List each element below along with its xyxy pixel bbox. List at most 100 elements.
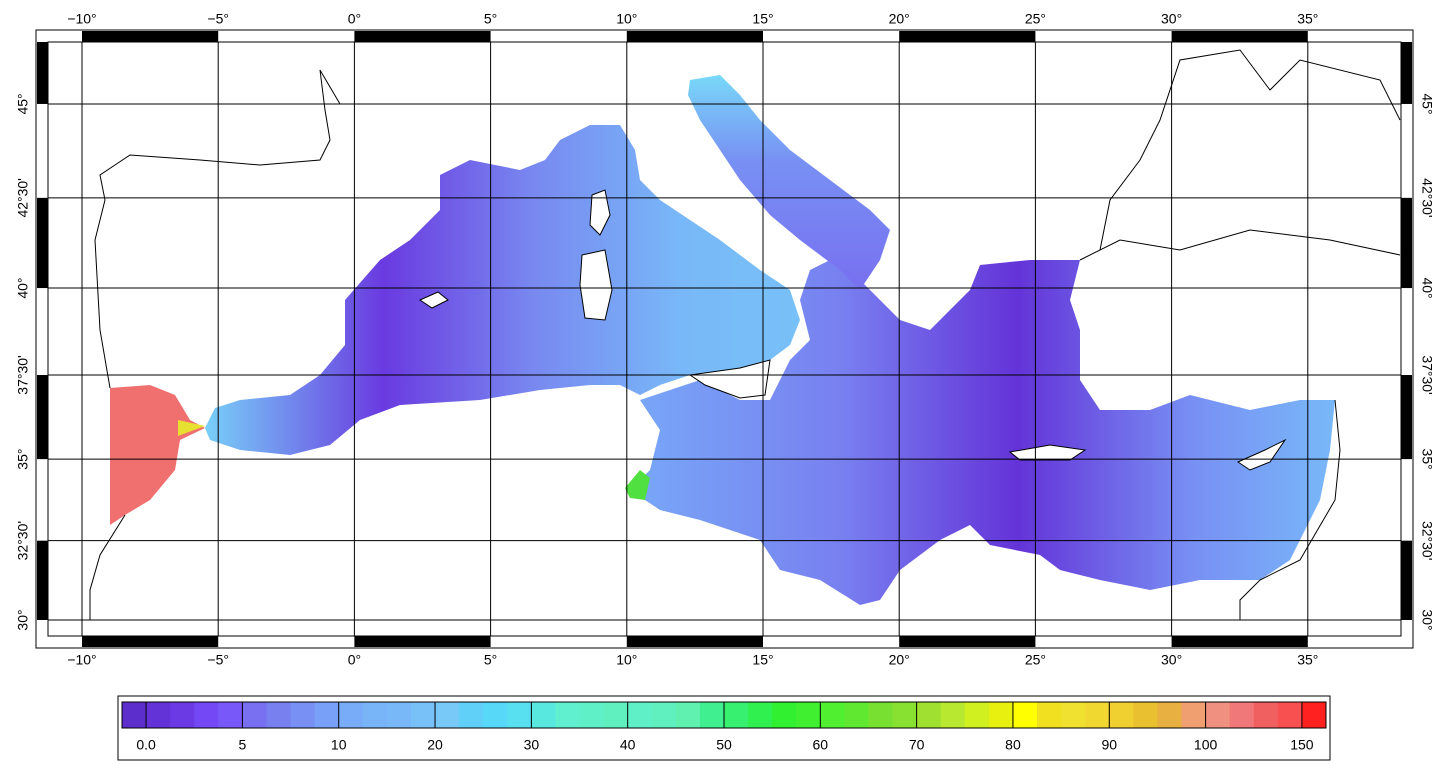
colorbar-cell (1301, 702, 1327, 728)
colorbar-cell (1277, 702, 1303, 728)
lat-label-left: 32°30' (15, 521, 31, 560)
border-bar (626, 636, 763, 647)
colorbar-cell (892, 702, 918, 728)
sea (110, 75, 1335, 605)
lon-label-bottom: 35° (1297, 652, 1318, 668)
cyprus (1236, 438, 1287, 471)
colorbar-cell (651, 702, 677, 728)
colorbar-label: 20 (427, 737, 443, 753)
lon-label-bottom: 0° (348, 652, 361, 668)
border-bar (354, 636, 491, 647)
colorbar-cell (531, 702, 556, 728)
colorbar-label: 50 (716, 737, 732, 753)
border-bar (1171, 31, 1308, 42)
colorbar-cell (603, 702, 629, 728)
colorbar-cell (483, 702, 508, 728)
colorbar-cell (1181, 702, 1207, 728)
lon-label-top: 25° (1025, 11, 1046, 27)
lon-label-bottom: 25° (1025, 652, 1046, 668)
colorbar-cell (868, 702, 894, 728)
colorbar-cell (916, 702, 942, 728)
coast-blacksea (1099, 49, 1401, 251)
colorbar-cell (314, 702, 340, 728)
border-bar (1401, 540, 1412, 620)
colorbar-cell (386, 702, 412, 728)
colorbar-cell (410, 702, 436, 728)
colorbar-cell (1061, 702, 1086, 728)
colorbar-cell (170, 702, 195, 728)
colorbar-cell (459, 702, 484, 728)
colorbar-label: 90 (1101, 737, 1117, 753)
coastlines (89, 49, 1401, 620)
lon-label-top: 35° (1297, 11, 1318, 27)
lon-label-top: 5° (484, 11, 497, 27)
lat-label-left: 37°30' (15, 355, 31, 394)
colorbar: 0.0 5 10 20 30 40 50 60 70 80 90 100 150 (117, 695, 1331, 761)
lat-label-right: 40° (1419, 277, 1435, 298)
colorbar-cell (964, 702, 990, 728)
strait-gibraltar (178, 420, 205, 436)
lon-label-top: −5° (207, 11, 229, 27)
colorbar-cell (1229, 702, 1255, 728)
border-bar (1401, 197, 1412, 289)
eastern-basin (630, 260, 1335, 605)
colorbar-label: 40 (620, 737, 636, 753)
colorbar-cell (1157, 702, 1183, 728)
lon-label-top: 15° (752, 11, 773, 27)
colorbar-cell (748, 702, 773, 728)
lat-label-right: 45° (1419, 93, 1435, 114)
border-bar (899, 31, 1036, 42)
colorbar-cell (338, 702, 364, 728)
border-bar (1401, 42, 1412, 104)
colorbar-cell (555, 702, 581, 728)
colorbar-label: 80 (1005, 737, 1021, 753)
colorbar-cell (435, 702, 460, 728)
colorbar-label: 10 (331, 737, 347, 753)
lon-label-top: 0° (348, 11, 361, 27)
lat-label-left: 35° (15, 449, 31, 470)
colorbar-cell (988, 702, 1014, 728)
border-bar (82, 31, 219, 42)
lon-label-bottom: 10° (616, 652, 637, 668)
lat-label-left: 45° (15, 93, 31, 114)
axis-labels: −10° −10° −5° −5° 0° 0° 5° 5° 10° 10° 15° 15° 20° 20°… (15, 11, 1436, 668)
lon-label-bottom: −10° (67, 652, 96, 668)
sicily (688, 359, 771, 399)
colorbar-cell (242, 702, 267, 728)
mallorca (418, 291, 449, 309)
colorbar-cell (266, 702, 292, 728)
lon-label-bottom: −5° (207, 652, 229, 668)
coast-levant (1239, 399, 1341, 620)
colorbar-label: 5 (239, 737, 247, 753)
border-bar (37, 197, 48, 289)
colorbar-cell (1109, 702, 1134, 728)
colorbar-cell (627, 702, 653, 728)
colorbar-cell (579, 702, 605, 728)
lat-label-right: 42°30' (1419, 178, 1435, 217)
lat-label-right: 32°30' (1419, 521, 1435, 560)
colorbar-cell (122, 702, 147, 728)
colorbar-cell (507, 702, 532, 728)
lon-label-bottom: 15° (752, 652, 773, 668)
lat-label-right: 37°30' (1419, 355, 1435, 394)
border-bar (37, 375, 48, 460)
colorbar-cell (796, 702, 821, 728)
lon-label-bottom: 5° (484, 652, 497, 668)
lat-label-left: 30° (15, 609, 31, 630)
colorbar-cell (675, 702, 701, 728)
lat-label-right: 35° (1419, 449, 1435, 470)
border-bar (37, 540, 48, 620)
colorbar-label: 30 (524, 737, 540, 753)
lon-label-top: −10° (67, 11, 96, 27)
lon-label-bottom: 30° (1161, 652, 1182, 668)
colorbar-cell (844, 702, 869, 728)
colorbar-label: 60 (813, 737, 829, 753)
colorbar-cell (194, 702, 219, 728)
lon-label-top: 10° (616, 11, 637, 27)
lat-label-left: 42°30' (15, 178, 31, 217)
colorbar-cell (1037, 702, 1062, 728)
coast-balkans (1079, 229, 1401, 261)
colorbar-label: 150 (1290, 737, 1314, 753)
colorbar-cell (724, 702, 749, 728)
